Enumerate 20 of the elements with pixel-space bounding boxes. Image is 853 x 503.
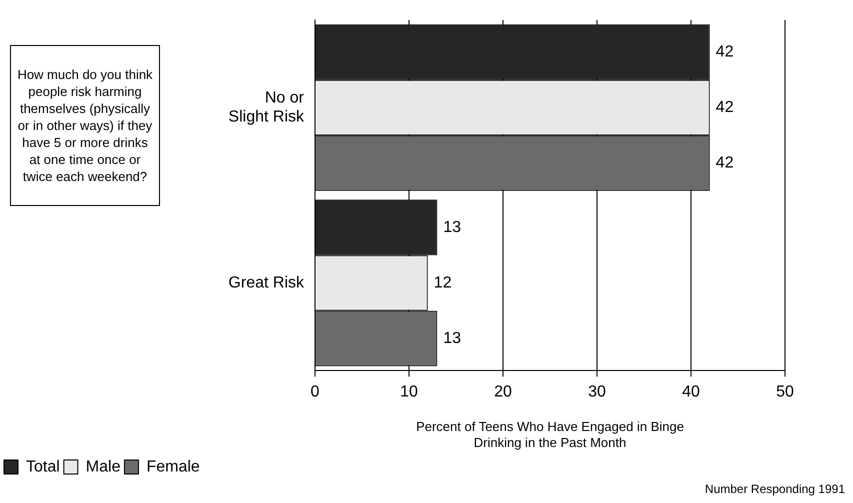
legend-label: Female — [146, 458, 200, 476]
x-tick-label: 10 — [400, 384, 418, 401]
data-label: 13 — [443, 218, 462, 236]
x-tick-label: 30 — [588, 384, 606, 401]
text: How much do you think people risk harming themselves (physically or in other ways) if they have 5 or more drinks at one time once or twice each weekend? — [10, 45, 160, 206]
x-tick-label: 50 — [776, 384, 794, 401]
data-label: 42 — [716, 99, 734, 116]
y-tick-label: Great Risk — [228, 274, 305, 292]
text: Number Responding 1991 — [704, 482, 845, 496]
legend-label: Male — [86, 458, 121, 476]
data-label: 13 — [443, 330, 462, 347]
y-tick-label: No or Slight Risk — [228, 89, 305, 126]
data-label: 42 — [716, 154, 734, 172]
x-axis-title: Percent of Teens Who Have Engaged in Binge Drinking in the Past Month — [416, 419, 684, 450]
x-tick-label: 20 — [494, 384, 512, 401]
data-label: 12 — [434, 274, 452, 292]
legend-label: Total — [26, 458, 60, 476]
data-label: 42 — [716, 44, 734, 61]
x-tick-label: 40 — [682, 384, 700, 401]
x-tick-label: 0 — [310, 384, 320, 401]
